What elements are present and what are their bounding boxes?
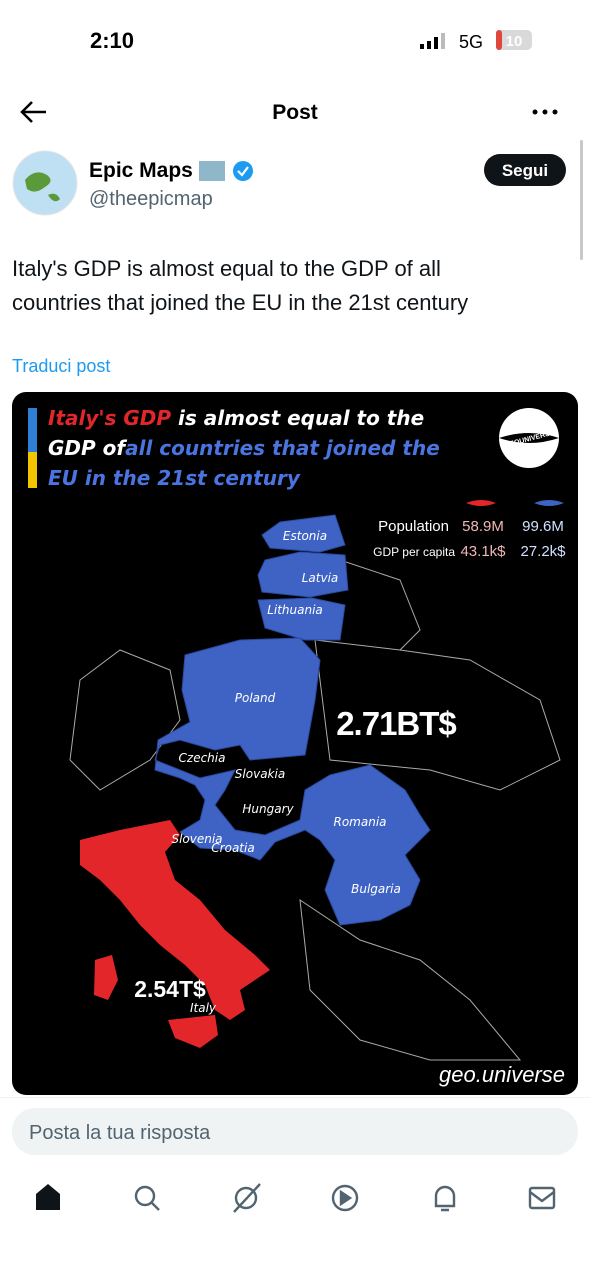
- nav-search[interactable]: [134, 1185, 160, 1211]
- country-label: Estonia: [283, 529, 327, 543]
- country-label: Lithuania: [267, 603, 323, 617]
- avatar-map: [25, 172, 60, 202]
- country-label: Hungary: [242, 802, 294, 816]
- nav-notifications[interactable]: [434, 1185, 456, 1212]
- post-text-line: countries that joined the EU in the 21st…: [12, 290, 468, 315]
- time: 2:10: [90, 28, 134, 53]
- follow-button[interactable]: [484, 154, 566, 186]
- legend-value: 27.2k$: [520, 543, 566, 560]
- country-label: Romania: [333, 815, 386, 829]
- image-title: GDP ofall countries that joined the: [48, 436, 440, 460]
- legend-blue-swatch: [534, 500, 564, 506]
- legend-label: GDP per capita: [373, 545, 455, 559]
- legend-value: 58.9M: [462, 518, 504, 535]
- battery-text: 10: [506, 33, 523, 50]
- country-label: Bulgaria: [351, 882, 401, 896]
- blue-region: [154, 514, 431, 926]
- blue-total: 2.71BT$: [336, 705, 456, 742]
- legend-value: 99.6M: [522, 518, 564, 535]
- red-label: Italy: [190, 1001, 217, 1015]
- red-total: 2.54T$: [134, 976, 206, 1002]
- translate-link[interactable]: Traduci post: [12, 356, 110, 376]
- country-label: Czechia: [179, 751, 226, 765]
- scrollbar: [580, 140, 583, 260]
- map-emoji: [199, 161, 225, 181]
- country-label: Croatia: [211, 841, 254, 855]
- nav-video[interactable]: [331, 1184, 359, 1212]
- sardinia: [94, 955, 118, 1000]
- back-button[interactable]: [20, 101, 46, 123]
- verified-badge: [233, 161, 253, 181]
- image-title: EU in the 21st century: [48, 466, 301, 490]
- legend-red-swatch: [466, 500, 496, 506]
- reply-box[interactable]: [12, 1108, 578, 1155]
- legend-value: 43.1k$: [460, 543, 506, 560]
- follow-label: Segui: [502, 161, 548, 180]
- country-label: Slovenia: [171, 832, 222, 846]
- flag-bar-blue: [28, 408, 37, 452]
- battery: [496, 30, 532, 50]
- battery-level: [496, 30, 502, 50]
- country-label: Latvia: [302, 571, 339, 585]
- verified-check: [237, 166, 249, 177]
- sicily: [168, 1015, 218, 1048]
- network: 5G: [459, 32, 483, 52]
- signal: [420, 33, 445, 49]
- flag-bar-yellow: [28, 452, 37, 488]
- post-text-line: Italy's GDP is almost equal to the GDP o…: [12, 256, 441, 281]
- author-name[interactable]: Epic Maps: [89, 159, 193, 182]
- nav-home[interactable]: [36, 1184, 60, 1210]
- legend-label: Population: [378, 518, 449, 535]
- nav-grok[interactable]: [233, 1183, 261, 1213]
- author-handle: @theepicmap: [89, 188, 213, 210]
- watermark: geo.universe: [439, 1062, 565, 1087]
- header-title: Post: [272, 101, 318, 124]
- logo-band: [499, 433, 559, 443]
- italy: [80, 820, 270, 1020]
- post-image[interactable]: Italy's GDP is almost equal to the GDP o…: [12, 392, 578, 1095]
- reply-placeholder: Posta la tua risposta: [29, 1122, 211, 1144]
- country-label: Poland: [235, 691, 276, 705]
- nav-messages[interactable]: [528, 1186, 556, 1210]
- country-label: Slovakia: [235, 767, 285, 781]
- divider: [0, 1097, 590, 1098]
- image-title: Italy's GDP is almost equal to the: [48, 406, 424, 430]
- more-button[interactable]: [532, 109, 558, 115]
